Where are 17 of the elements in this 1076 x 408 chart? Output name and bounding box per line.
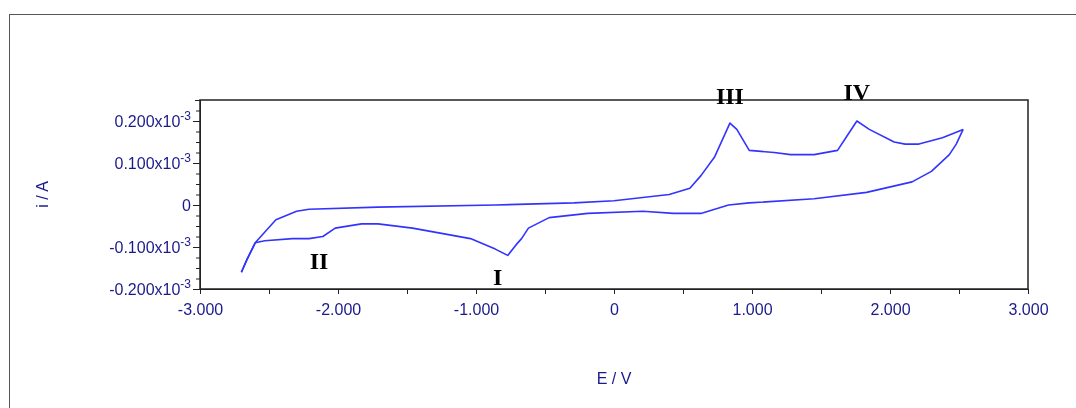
x-tick-label: -3.000 [177, 300, 224, 318]
x-axis-title: E / V [596, 370, 632, 387]
annotation: IV [843, 79, 871, 106]
y-axis-title: i / A [34, 180, 51, 208]
y-tick-label: -0.200x10$^{-3}$ [109, 276, 192, 298]
y-tick-label: -0.100x10$^{-3}$ [109, 234, 192, 256]
annotation: II [309, 248, 329, 275]
x-tick-label: 0 [610, 300, 620, 318]
y-tick-label: 0.200x10$^{-3}$ [114, 108, 192, 130]
y-tick-label: 0 [182, 196, 192, 214]
x-tick-label: -1.000 [453, 300, 500, 318]
x-tick-label: -2.000 [315, 300, 362, 318]
x-tick-label: 1.000 [732, 300, 773, 318]
x-tick-label: 3.000 [1008, 300, 1049, 318]
annotation: I [493, 264, 503, 291]
x-tick-label: 2.000 [870, 300, 911, 318]
y-tick-label: 0.100x10$^{-3}$ [114, 150, 192, 172]
